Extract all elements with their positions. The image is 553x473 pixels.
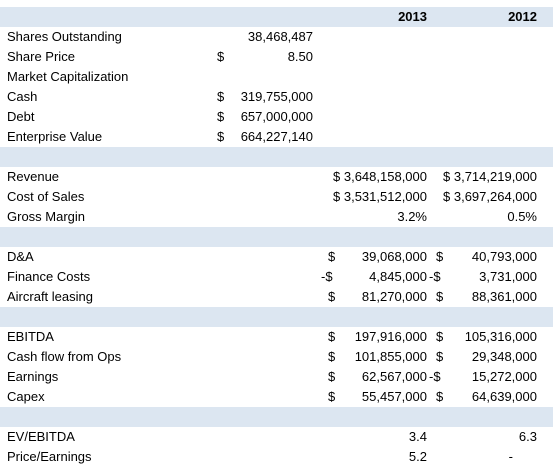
row-label: Shares Outstanding bbox=[7, 29, 122, 44]
separator-band bbox=[0, 147, 553, 167]
cell-value-2012: 6.3 bbox=[518, 429, 537, 444]
row-label: Price/Earnings bbox=[7, 449, 92, 464]
currency-symbol-2012: $ bbox=[436, 329, 444, 344]
row-label: Earnings bbox=[7, 369, 59, 384]
row-label: EV/EBITDA bbox=[7, 429, 75, 444]
cell-value: 8.50 bbox=[287, 49, 313, 64]
header-row: 2013 2012 bbox=[0, 7, 553, 27]
row-label: Share Price bbox=[7, 49, 75, 64]
cell-value-2013: 3.2% bbox=[397, 209, 427, 224]
table-row: Share Price $ 8.50 bbox=[0, 47, 553, 67]
currency-symbol-2013: $ bbox=[328, 329, 336, 344]
cell-value-2013: 3.4 bbox=[408, 429, 427, 444]
table-row: Cash $ 319,755,000 bbox=[0, 87, 553, 107]
table-row: Gross Margin 3.2% 0.5% bbox=[0, 207, 553, 227]
table-row: Price/Earnings 5.2 - bbox=[0, 447, 553, 467]
table-row: Debt $ 657,000,000 bbox=[0, 107, 553, 127]
cell-value-2012: 40,793,000 bbox=[471, 249, 537, 264]
table-row: D&A $ 39,068,000 $ 40,793,000 bbox=[0, 247, 553, 267]
row-label: Enterprise Value bbox=[7, 129, 103, 144]
table-row: Market Capitalization bbox=[0, 67, 553, 87]
cell-value-2012: $ 3,714,219,000 bbox=[443, 169, 537, 184]
separator-band bbox=[0, 407, 553, 427]
row-label: Capex bbox=[7, 389, 45, 404]
cell-value-2013: 4,845,000 bbox=[369, 269, 427, 284]
cell-value-2013: 81,270,000 bbox=[361, 289, 427, 304]
currency-symbol-2013: $ bbox=[328, 369, 336, 384]
table-row: Finance Costs -$ 4,845,000 -$ 3,731,000 bbox=[0, 267, 553, 287]
cell-value-2012: 0.5% bbox=[507, 209, 537, 224]
row-label: Finance Costs bbox=[7, 269, 91, 284]
cell-value-2013: 197,916,000 bbox=[354, 329, 427, 344]
separator-band bbox=[0, 307, 553, 327]
currency-symbol-2012: $ bbox=[436, 289, 444, 304]
cell-value: 664,227,140 bbox=[240, 129, 313, 144]
cell-value-2013: 5.2 bbox=[408, 449, 427, 464]
cell-value-2013: 55,457,000 bbox=[361, 389, 427, 404]
row-label: Gross Margin bbox=[7, 209, 86, 224]
currency-symbol-2012: -$ bbox=[429, 369, 441, 384]
cell-value-2013: 62,567,000 bbox=[361, 369, 427, 384]
currency-symbol-2012: $ bbox=[436, 349, 444, 364]
cell-value-2012: $ 3,697,264,000 bbox=[443, 189, 537, 204]
currency-symbol-2013: $ bbox=[328, 349, 336, 364]
table-row: Cost of Sales $ 3,531,512,000 $ 3,697,26… bbox=[0, 187, 553, 207]
currency-symbol-2013: $ bbox=[328, 249, 336, 264]
cell-value-2012: 88,361,000 bbox=[471, 289, 537, 304]
separator-band bbox=[0, 227, 553, 247]
header-band bbox=[0, 7, 553, 27]
row-label: Cash flow from Ops bbox=[7, 349, 122, 364]
currency-symbol: $ bbox=[217, 129, 225, 144]
currency-symbol: $ bbox=[217, 49, 225, 64]
table-row: Revenue $ 3,648,158,000 $ 3,714,219,000 bbox=[0, 167, 553, 187]
table-row: Enterprise Value $ 664,227,140 bbox=[0, 127, 553, 147]
cell-value-2012: 29,348,000 bbox=[471, 349, 537, 364]
currency-symbol-2013: $ bbox=[328, 389, 336, 404]
cell-value-2012: 105,316,000 bbox=[464, 329, 537, 344]
currency-symbol-2012: $ bbox=[436, 249, 444, 264]
cell-value-2013: $ 3,648,158,000 bbox=[333, 169, 427, 184]
cell-value-2012: 3,731,000 bbox=[479, 269, 537, 284]
table-row: Aircraft leasing $ 81,270,000 $ 88,361,0… bbox=[0, 287, 553, 307]
currency-symbol-2012: -$ bbox=[429, 269, 441, 284]
year-2012-header: 2012 bbox=[508, 9, 537, 24]
cell-value: 319,755,000 bbox=[240, 89, 313, 104]
row-label: Cash bbox=[7, 89, 38, 104]
cell-value-2013: 101,855,000 bbox=[354, 349, 427, 364]
row-label: Revenue bbox=[7, 169, 60, 184]
currency-symbol-2013: -$ bbox=[321, 269, 333, 284]
row-label: Aircraft leasing bbox=[7, 289, 93, 304]
row-label: Cost of Sales bbox=[7, 189, 85, 204]
table-row: Cash flow from Ops $ 101,855,000 $ 29,34… bbox=[0, 347, 553, 367]
table-row: EV/EBITDA 3.4 6.3 bbox=[0, 427, 553, 447]
currency-symbol: $ bbox=[217, 89, 225, 104]
cell-value-2012: 64,639,000 bbox=[471, 389, 537, 404]
year-2013-header: 2013 bbox=[398, 9, 427, 24]
cell-value: 38,468,487 bbox=[247, 29, 313, 44]
row-label: D&A bbox=[7, 249, 34, 264]
cell-value-2012: - bbox=[508, 449, 513, 464]
table-row: Earnings $ 62,567,000 -$ 15,272,000 bbox=[0, 367, 553, 387]
table-row: EBITDA $ 197,916,000 $ 105,316,000 bbox=[0, 327, 553, 347]
cell-value-2012: 15,272,000 bbox=[471, 369, 537, 384]
row-label: Market Capitalization bbox=[7, 69, 129, 84]
row-label: EBITDA bbox=[7, 329, 54, 344]
currency-symbol-2013: $ bbox=[328, 289, 336, 304]
cell-value-2013: 39,068,000 bbox=[361, 249, 427, 264]
row-label: Debt bbox=[7, 109, 35, 124]
currency-symbol-2012: $ bbox=[436, 389, 444, 404]
currency-symbol: $ bbox=[217, 109, 225, 124]
table-row: Shares Outstanding 38,468,487 bbox=[0, 27, 553, 47]
table-row: Capex $ 55,457,000 $ 64,639,000 bbox=[0, 387, 553, 407]
cell-value-2013: $ 3,531,512,000 bbox=[333, 189, 427, 204]
cell-value: 657,000,000 bbox=[240, 109, 313, 124]
